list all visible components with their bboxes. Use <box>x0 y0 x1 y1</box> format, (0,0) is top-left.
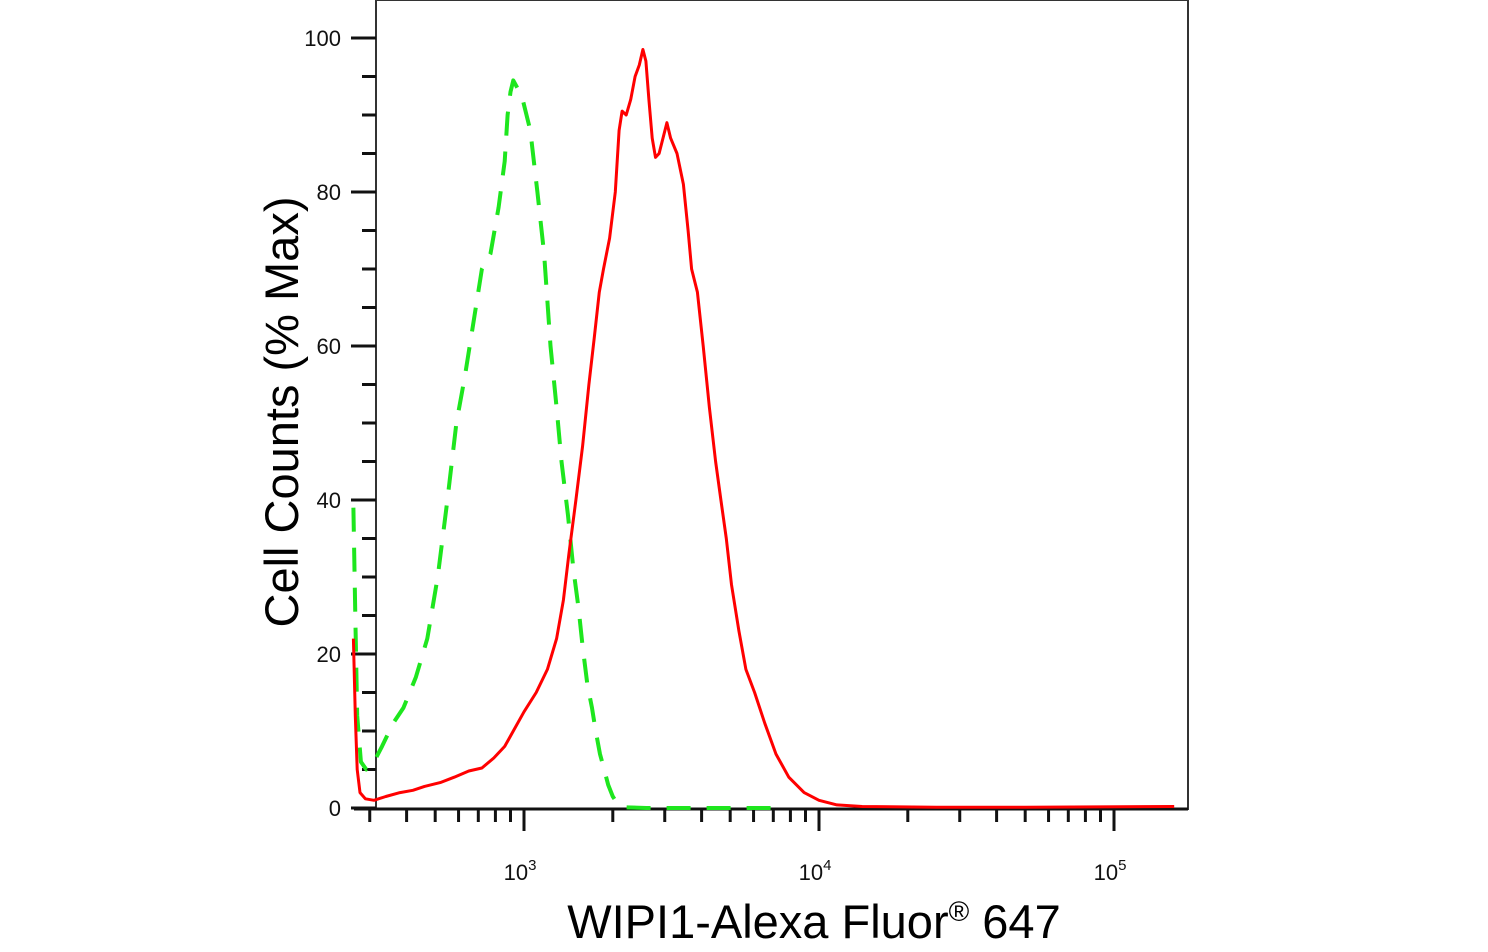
y-tick-label: 80 <box>317 180 341 205</box>
x-tick-label-base: 10 <box>504 860 528 885</box>
y-axis-title: Cell Counts (% Max) <box>255 197 308 628</box>
histogram-solid-series <box>351 48 1175 809</box>
x-tick-label: 105 <box>1094 857 1127 885</box>
x-tick-label-base: 10 <box>1094 860 1118 885</box>
y-tick-label: 40 <box>317 488 341 513</box>
x-tick-label-exponent: 5 <box>1118 857 1126 874</box>
x-tick-label-exponent: 3 <box>528 857 536 874</box>
x-axis-title-suffix: 647 <box>969 895 1060 948</box>
series-layer <box>351 48 1175 810</box>
plot-frame <box>375 0 1189 810</box>
y-tick-label: 100 <box>304 26 341 51</box>
x-axis: 103 104 105 <box>354 807 1188 885</box>
y-tick-label: 60 <box>317 334 341 359</box>
plot-area <box>375 0 1189 810</box>
x-tick-label: 103 <box>504 857 537 885</box>
y-tick-label: 0 <box>329 796 341 821</box>
x-axis-title-main: WIPI1-Alexa Fluor <box>567 895 948 948</box>
x-tick-label-base: 10 <box>799 860 823 885</box>
y-axis: 0 20 40 60 80 100 <box>304 26 376 821</box>
x-axis-title-registered-mark: ® <box>949 896 970 927</box>
y-tick-label: 20 <box>317 642 341 667</box>
x-tick-label-exponent: 4 <box>823 857 831 874</box>
x-axis-title: WIPI1-Alexa Fluor® 647 <box>567 895 1060 948</box>
x-tick-label: 104 <box>799 857 832 885</box>
histogram-dashed-series <box>351 78 784 810</box>
